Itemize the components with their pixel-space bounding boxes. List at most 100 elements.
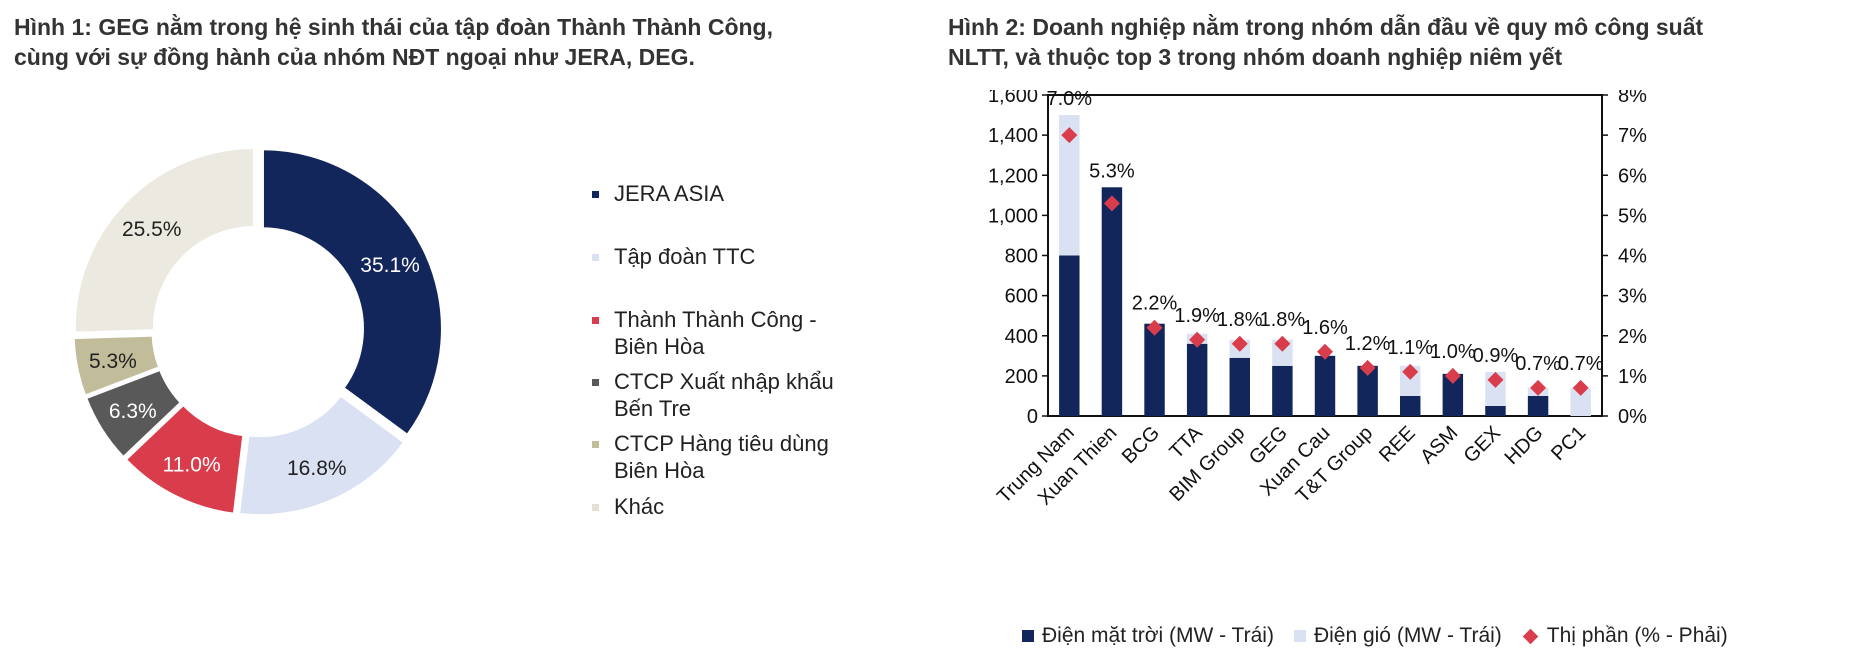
bar-solar-gex bbox=[1485, 405, 1506, 416]
donut-label-kh-c: 25.5% bbox=[122, 218, 182, 241]
share-marker-asm bbox=[1444, 367, 1461, 384]
left-axis-tick-label: 600 bbox=[1005, 286, 1038, 308]
share-label-bim-group: 1.8% bbox=[1217, 309, 1263, 331]
share-marker-trung-nam bbox=[1061, 127, 1078, 144]
figure-2-title-line-1: Hình 2: Doanh nghiệp nằm trong nhóm dẫn … bbox=[948, 14, 1704, 40]
donut-slice-ctcp-xu-t-nh-p-kh-u-b-n-tre bbox=[83, 367, 184, 460]
donut-slice-jera-asia bbox=[260, 147, 444, 438]
share-label-bcg: 2.2% bbox=[1132, 293, 1178, 315]
share-label-gex: 0.9% bbox=[1473, 345, 1519, 367]
share-marker-geg bbox=[1274, 335, 1291, 352]
right-axis-tick-label: 3% bbox=[1618, 286, 1647, 308]
donut-slice-ctcp-h-ng-ti-u-d-ng-bi-n-h-a bbox=[71, 333, 162, 399]
share-label-xuan-cau: 1.6% bbox=[1302, 317, 1348, 339]
legend-label: Điện gió (MW - Trái) bbox=[1313, 624, 1502, 647]
figure-1-title: Hình 1: GEG nằm trong hệ sinh thái của t… bbox=[14, 12, 934, 72]
category-label-asm: ASM bbox=[1416, 422, 1462, 468]
left-axis-tick-label: 800 bbox=[1005, 246, 1038, 268]
bar-solar-bcg bbox=[1144, 323, 1165, 416]
donut-slice-kh-c bbox=[72, 146, 256, 335]
bar-chart: 0 200 400 600 800 1,000 1,200 1,400 1,600 0% 1% 2% 3… bbox=[988, 90, 1647, 510]
category-label-ree: REE bbox=[1375, 422, 1420, 467]
donut-label-ctcp-h-ng-ti-u-d-ng-bi-n-h-a: 5.3% bbox=[89, 350, 137, 373]
donut-label-t-p-o-n-ttc: 16.8% bbox=[287, 457, 347, 480]
share-label-asm: 1.0% bbox=[1430, 341, 1476, 363]
legend-swatch bbox=[592, 191, 599, 198]
legend-label: Tập đoàn TTC bbox=[614, 244, 756, 269]
bar-solar-tta bbox=[1186, 343, 1208, 416]
bar-chart-legend: Điện mặt trời (MW - Trái) Điện gió (MW - … bbox=[1022, 624, 1728, 648]
bar-solar-geg bbox=[1272, 365, 1293, 416]
right-axis-tick-label: 1% bbox=[1618, 366, 1647, 388]
share-label-xuan-thien: 5.3% bbox=[1089, 160, 1135, 182]
share-marker-tta bbox=[1189, 331, 1206, 348]
right-axis-tick-label: 6% bbox=[1618, 165, 1647, 187]
legend-item-kh-c: Khác bbox=[592, 493, 852, 520]
legend-item-th-nh-th-nh-c-ng-bi-n-h-a: Thành Thành Công - Biên Hòa bbox=[592, 306, 852, 360]
figure-2-title-line-2: NLTT, và thuộc top 3 trong nhóm doanh ng… bbox=[948, 44, 1563, 70]
bar-solar-xuan-cau bbox=[1314, 355, 1336, 416]
donut-label-ctcp-xu-t-nh-p-kh-u-b-n-tre: 6.3% bbox=[109, 400, 157, 423]
legend-label: Khác bbox=[614, 494, 665, 519]
donut-label-jera-asia: 35.1% bbox=[360, 254, 420, 277]
legend-item-jera-asia: JERA ASIA bbox=[592, 180, 852, 207]
figure-1-title-line-1: Hình 1: GEG nằm trong hệ sinh thái của t… bbox=[14, 14, 773, 40]
category-label-pc1: PC1 bbox=[1547, 422, 1590, 465]
diamond-icon bbox=[1522, 628, 1539, 644]
legend-swatch bbox=[592, 504, 599, 511]
right-axis-tick-label: 0% bbox=[1618, 406, 1647, 428]
share-label-t-t-group: 1.2% bbox=[1345, 333, 1391, 355]
left-axis-tick-label: 400 bbox=[1005, 326, 1038, 348]
share-marker-bim-group bbox=[1231, 335, 1248, 352]
share-marker-t-t-group bbox=[1359, 359, 1376, 376]
left-axis-tick-label: 1,200 bbox=[988, 165, 1038, 187]
bar-wind-pc1 bbox=[1570, 387, 1591, 416]
legend-item-i-n-m-t-tr-i-mw-tr-i: Điện mặt trời (MW - Trái) bbox=[1022, 624, 1274, 648]
legend-label: JERA ASIA bbox=[614, 181, 725, 206]
share-label-ree: 1.1% bbox=[1387, 337, 1433, 359]
legend-item-i-n-gi-mw-tr-i: Điện gió (MW - Trái) bbox=[1293, 624, 1502, 648]
legend-swatch bbox=[592, 441, 599, 448]
share-marker-ree bbox=[1402, 363, 1419, 380]
share-marker-pc1 bbox=[1572, 379, 1589, 396]
legend-label: Thành Thành Công - Biên Hòa bbox=[614, 307, 817, 359]
figure-1-title-line-2: cùng với sự đồng hành của nhóm NĐT ngoại… bbox=[14, 44, 695, 70]
bar-solar-t-t-group bbox=[1357, 365, 1378, 416]
category-label-hdg: HDG bbox=[1501, 422, 1548, 469]
legend-item-ctcp-xu-t-nh-p-kh-u-b-n-tre: CTCP Xuất nhập khẩu Bến Tre bbox=[592, 368, 852, 422]
donut-chart: 35.1% 16.8% 11.0% 6.3% 5.3% 25.5% bbox=[71, 146, 444, 518]
right-axis-tick-label: 5% bbox=[1618, 205, 1647, 227]
share-label-trung-nam: 7.0% bbox=[1047, 90, 1093, 110]
share-marker-hdg bbox=[1530, 379, 1547, 396]
legend-item-th-ph-n-ph-i: Thị phần (% - Phải) bbox=[1522, 624, 1728, 648]
share-label-pc1: 0.7% bbox=[1558, 353, 1604, 375]
legend-label: Điện mặt trời (MW - Trái) bbox=[1042, 624, 1274, 647]
left-axis-tick-label: 0 bbox=[1027, 406, 1038, 428]
share-marker-gex bbox=[1487, 371, 1504, 388]
donut-label-th-nh-th-nh-c-ng-bi-n-h-a: 11.0% bbox=[163, 453, 221, 476]
category-label-gex: GEX bbox=[1460, 422, 1505, 467]
legend-swatch bbox=[592, 379, 599, 386]
share-label-tta: 1.9% bbox=[1174, 305, 1220, 327]
right-axis-tick-label: 4% bbox=[1618, 246, 1647, 268]
donut-slice-t-p-o-n-ttc bbox=[236, 392, 408, 518]
legend-swatch bbox=[592, 254, 599, 261]
right-axis-tick-label: 8% bbox=[1618, 90, 1647, 107]
left-axis-tick-label: 200 bbox=[1005, 366, 1038, 388]
legend-label: CTCP Xuất nhập khẩu Bến Tre bbox=[614, 369, 834, 421]
legend-swatch bbox=[1293, 630, 1306, 642]
bar-solar-trung-nam bbox=[1059, 255, 1080, 416]
legend-item-t-p-o-n-ttc: Tập đoàn TTC bbox=[592, 243, 852, 270]
share-label-geg: 1.8% bbox=[1260, 309, 1306, 331]
figure-2-title: Hình 2: Doanh nghiệp nằm trong nhóm dẫn … bbox=[948, 12, 1858, 72]
right-axis-tick-label: 7% bbox=[1618, 125, 1647, 147]
legend-swatch bbox=[592, 317, 599, 324]
bar-solar-ree bbox=[1400, 395, 1421, 416]
category-label-bcg: BCG bbox=[1118, 422, 1164, 468]
left-axis-tick-label: 1,600 bbox=[988, 90, 1038, 107]
share-marker-xuan-cau bbox=[1317, 343, 1333, 360]
legend-label: CTCP Hàng tiêu dùng Biên Hòa bbox=[614, 431, 829, 483]
legend-label: Thị phần (% - Phải) bbox=[1546, 624, 1728, 647]
left-axis-tick-label: 1,400 bbox=[988, 125, 1038, 147]
legend-item-ctcp-h-ng-ti-u-d-ng-bi-n-h-a: CTCP Hàng tiêu dùng Biên Hòa bbox=[592, 430, 852, 484]
